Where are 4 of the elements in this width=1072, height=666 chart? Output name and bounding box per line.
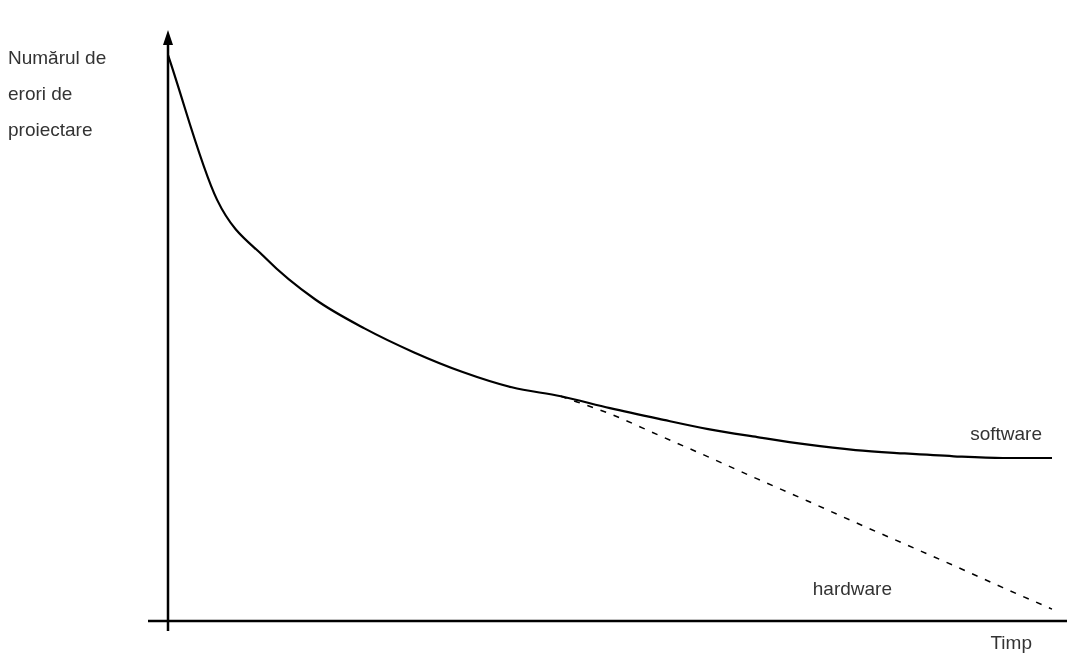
series-label: software	[970, 422, 1042, 444]
y-axis-title: Numărul de erori de proiectare	[8, 46, 108, 142]
x-axis-title: Timp	[990, 632, 1032, 654]
series-label: hardware	[812, 577, 892, 599]
